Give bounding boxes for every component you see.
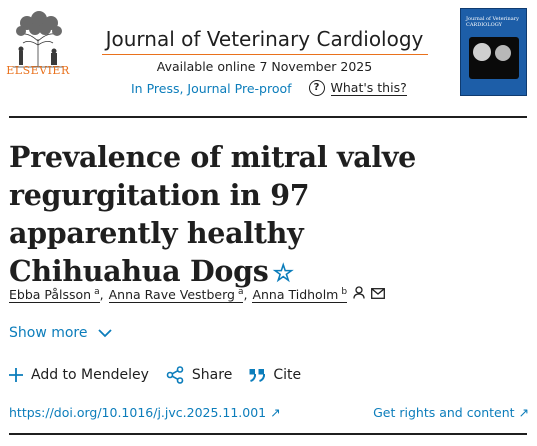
share-label: Share (191, 367, 233, 383)
journal-cover-thumbnail[interactable]: Journal of Veterinary CARDIOLOGY (460, 8, 527, 96)
cite-button[interactable]: Cite (249, 367, 301, 383)
show-more-label: Show more (9, 325, 88, 341)
author-separator: , (99, 287, 104, 303)
article-header: ELSEVIER Journal of Veterinary Cardiolog… (0, 0, 537, 118)
cover-image-detail (495, 45, 511, 61)
author-list: Ebba Pålsson a, Anna Rave Vestberg a, Anna… (9, 285, 386, 304)
cite-label: Cite (273, 367, 302, 383)
author-link[interactable]: Anna Tidholm b (252, 285, 348, 304)
person-icon[interactable] (353, 286, 365, 299)
share-button[interactable]: Share (166, 366, 232, 384)
add-to-mendeley-label: Add to Mendeley (31, 367, 149, 383)
author-name[interactable]: Anna Tidholm (252, 287, 339, 303)
header-divider (9, 116, 527, 118)
mail-icon[interactable] (371, 288, 386, 300)
author-link[interactable]: Anna Rave Vestberg a (108, 285, 244, 304)
star-icon[interactable]: ☆ (272, 258, 294, 287)
chevron-down-icon (97, 328, 112, 337)
share-icon (166, 366, 184, 384)
rights-link[interactable]: Get rights and content ↗ (373, 405, 529, 420)
cover-image-detail (473, 43, 491, 61)
add-to-mendeley-button[interactable]: Add to Mendeley (9, 367, 149, 383)
author-name[interactable]: Ebba Pålsson (9, 287, 92, 303)
author-name[interactable]: Anna Rave Vestberg (108, 287, 235, 303)
in-press-link[interactable]: In Press, Journal Pre-proof (131, 80, 292, 96)
show-more-button[interactable]: Show more (9, 325, 112, 341)
cover-title: Journal of Veterinary CARDIOLOGY (466, 16, 519, 28)
article-title: Prevalence of mitral valve regurgitation… (9, 138, 479, 292)
elsevier-tree-logo[interactable] (9, 4, 67, 76)
journal-title-underline (102, 54, 428, 55)
quote-icon (249, 369, 266, 382)
article-title-text: Prevalence of mitral valve regurgitation… (9, 140, 417, 288)
plus-icon (9, 368, 23, 382)
elsevier-wordmark[interactable]: ELSEVIER (6, 64, 70, 77)
question-circle-icon[interactable]: ? (308, 80, 325, 96)
affiliation-marker[interactable]: a (237, 287, 244, 297)
doi-link[interactable]: https://doi.org/10.1016/j.jvc.2025.11.00… (9, 405, 281, 420)
journal-title[interactable]: Journal of Veterinary Cardiology (105, 27, 424, 51)
whats-this-link[interactable]: What's this? (330, 79, 407, 96)
article-actions: Add to Mendeley Share Cite (9, 366, 318, 384)
author-separator: , (243, 287, 248, 303)
affiliation-marker[interactable]: a (94, 287, 100, 297)
section-divider (9, 433, 527, 435)
available-online-date: Available online 7 November 2025 (156, 59, 373, 74)
author-link[interactable]: Ebba Pålsson a (9, 285, 100, 304)
publication-status-row: In Press, Journal Pre-proof ? What's thi… (131, 80, 407, 96)
affiliation-marker[interactable]: b (341, 287, 348, 297)
